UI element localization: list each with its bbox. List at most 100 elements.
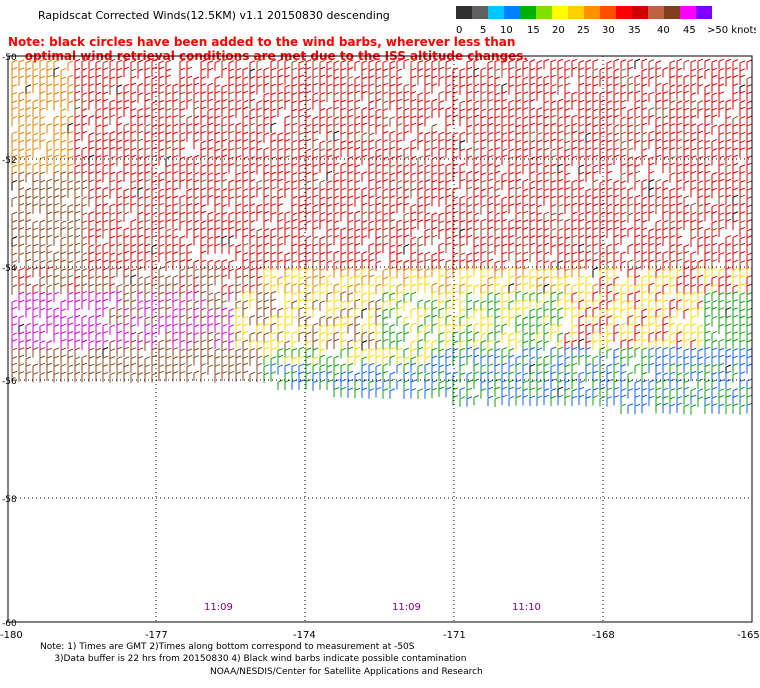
wind-barb	[445, 147, 452, 159]
wind-barb	[368, 163, 375, 174]
wind-barb	[256, 355, 263, 367]
wind-barb	[207, 211, 214, 223]
legend-label-0: 0	[456, 25, 462, 36]
wind-barb	[669, 107, 676, 119]
wind-barb	[410, 379, 417, 391]
wind-barb	[221, 188, 228, 199]
wind-barb	[431, 107, 438, 119]
wind-barb	[655, 228, 662, 239]
wind-barb	[494, 396, 501, 407]
wind-barb	[53, 372, 60, 383]
wind-barb	[298, 355, 305, 367]
wind-barb	[326, 371, 333, 382]
wind-barb	[32, 307, 39, 318]
wind-barb	[718, 299, 725, 311]
wind-barb	[172, 291, 179, 302]
wind-barb	[319, 82, 326, 94]
wind-barb	[158, 284, 165, 295]
wind-barb	[550, 91, 557, 102]
wind-barb	[340, 243, 347, 254]
wind-barb	[473, 354, 480, 366]
wind-barb	[46, 227, 53, 238]
wind-barb	[452, 348, 459, 359]
wind-barb	[550, 204, 557, 215]
wind-barb	[417, 260, 424, 271]
wind-barb	[739, 251, 746, 262]
wind-barb	[480, 227, 487, 239]
wind-barb	[592, 99, 599, 111]
wind-barb	[137, 364, 144, 375]
wind-barb	[102, 138, 109, 150]
wind-barb	[515, 84, 522, 95]
wind-barb	[228, 60, 235, 71]
wind-barb	[718, 403, 725, 415]
wind-barb	[585, 323, 592, 334]
wind-barb	[347, 315, 354, 326]
wind-barb	[438, 274, 445, 286]
wind-barb	[578, 115, 585, 127]
wind-barb	[529, 122, 536, 134]
wind-barb	[599, 307, 606, 319]
wind-barb	[221, 274, 228, 286]
legend-label-25: 25	[577, 25, 590, 36]
wind-barb	[417, 235, 424, 247]
wind-barb	[214, 100, 221, 111]
wind-barb	[333, 338, 340, 350]
wind-barb	[193, 235, 200, 246]
wind-barb	[592, 75, 599, 87]
wind-barb	[627, 212, 634, 223]
wind-barb	[389, 83, 396, 95]
wind-barb	[102, 364, 109, 375]
wind-barb	[396, 234, 403, 246]
wind-barb	[466, 354, 473, 366]
wind-barb	[123, 171, 130, 183]
wind-barb	[543, 283, 550, 295]
wind-barb	[109, 107, 116, 118]
wind-barb	[578, 155, 585, 166]
wind-barb	[676, 235, 683, 246]
wind-barb	[648, 243, 655, 254]
wind-barb	[480, 115, 487, 126]
wind-barb	[354, 210, 361, 222]
wind-barb	[95, 235, 102, 246]
wind-barb	[599, 99, 606, 111]
wind-barb	[431, 156, 438, 167]
wind-barb	[466, 330, 473, 342]
wind-barb	[214, 243, 221, 254]
wind-barb	[137, 108, 144, 119]
wind-barb	[67, 140, 74, 151]
wind-barb	[599, 252, 606, 263]
wind-barb	[109, 179, 116, 191]
wind-barb	[137, 283, 144, 294]
wind-barb	[613, 355, 620, 366]
wind-barb	[158, 155, 165, 166]
wind-barb	[319, 123, 326, 135]
wind-barb	[648, 170, 655, 182]
wind-barb	[130, 82, 137, 94]
wind-barb	[396, 219, 403, 230]
wind-barb	[179, 363, 186, 374]
wind-barb	[375, 68, 382, 79]
wind-barb	[641, 211, 648, 222]
wind-barb	[179, 76, 186, 87]
time-labels: 11:09 11:09 11:10	[204, 602, 541, 613]
wind-barb	[11, 347, 18, 359]
wind-barb	[368, 195, 375, 206]
wind-barb	[207, 195, 214, 206]
wind-barb	[32, 250, 39, 262]
wind-barb	[11, 196, 18, 207]
wind-barb	[249, 267, 256, 279]
wind-barb	[207, 60, 214, 71]
wind-barb	[480, 364, 487, 375]
wind-barb	[179, 314, 186, 326]
wind-barb	[480, 300, 487, 311]
wind-barb	[578, 299, 585, 310]
wind-barb	[193, 187, 200, 198]
wind-barb	[270, 139, 277, 150]
wind-barb	[53, 154, 60, 166]
wind-barb	[298, 114, 305, 126]
wind-barb	[676, 307, 683, 319]
wind-barb	[354, 378, 361, 390]
wind-barb	[641, 298, 648, 310]
wind-barb	[494, 315, 501, 326]
